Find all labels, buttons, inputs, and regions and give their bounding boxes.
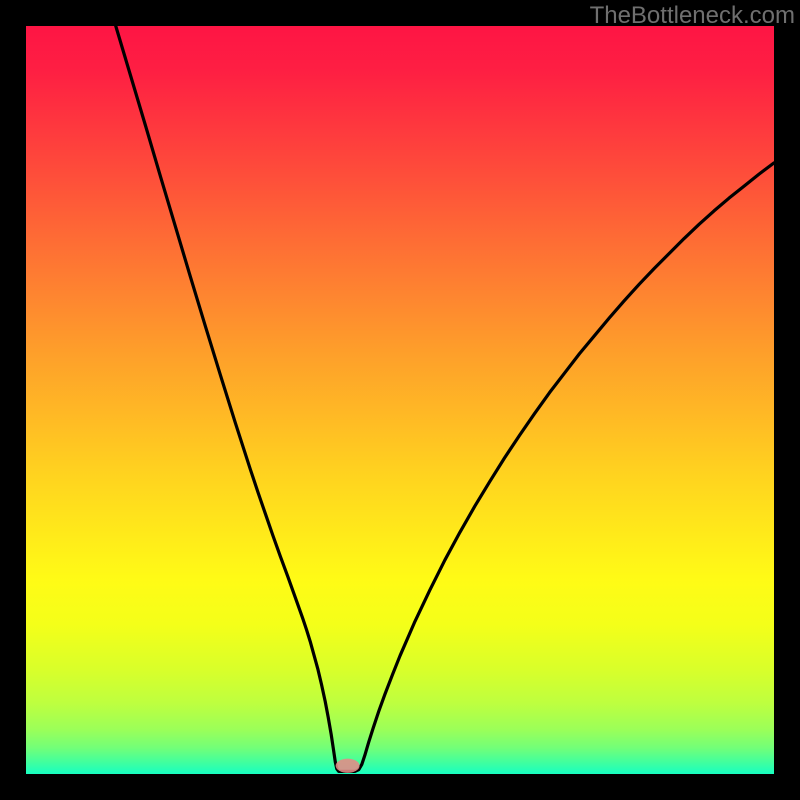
chart-svg: [26, 26, 774, 774]
watermark-label: TheBottleneck.com: [590, 2, 795, 30]
plot-area: [26, 26, 774, 774]
optimal-marker: [336, 759, 360, 773]
gradient-background: [26, 26, 774, 774]
